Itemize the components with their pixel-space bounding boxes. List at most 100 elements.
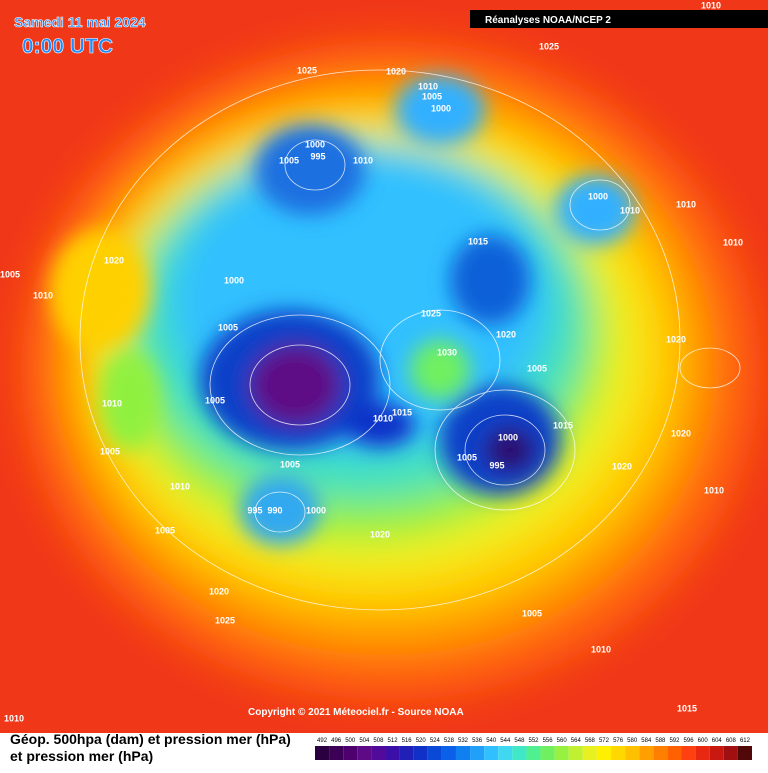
- isobar-label: 1010: [33, 290, 53, 300]
- isobar-label: 1005: [422, 91, 442, 101]
- isobar-label: 1010: [620, 205, 640, 215]
- legend-swatch: [343, 746, 358, 760]
- legend-label: 584: [641, 738, 652, 744]
- legend-swatch: [329, 746, 344, 760]
- legend-swatch: [695, 746, 710, 760]
- isobar-label: 1005: [100, 446, 120, 456]
- isobar-label: 1005: [0, 269, 20, 279]
- isobar-label: 1020: [386, 66, 406, 76]
- legend-swatch: [413, 746, 428, 760]
- legend-swatch: [667, 746, 682, 760]
- isobar-label: 1010: [676, 199, 696, 209]
- isobar-label: 1020: [104, 255, 124, 265]
- legend-label: 564: [571, 738, 582, 744]
- legend-swatch: [526, 746, 541, 760]
- isobar-label: 1005: [155, 525, 175, 535]
- isobar-label: 1010: [102, 398, 122, 408]
- isobar-label: 1005: [205, 395, 225, 405]
- isobar-label: 1015: [677, 703, 697, 713]
- legend-swatch: [399, 746, 414, 760]
- isobar-lines: [79, 69, 741, 611]
- legend-label: 492: [317, 738, 328, 744]
- legend-label: 568: [585, 738, 596, 744]
- time: 0:00 UTC: [22, 35, 113, 58]
- legend-label: 592: [669, 738, 680, 744]
- legend-label: 512: [388, 738, 399, 744]
- legend-swatch: [455, 746, 471, 760]
- legend-label: 540: [486, 738, 497, 744]
- isobar-label: 1010: [4, 713, 24, 723]
- source-box: [470, 10, 768, 28]
- legend-swatch: [484, 746, 499, 760]
- legend-swatch: [540, 746, 555, 760]
- isobar-label: 1010: [373, 413, 393, 423]
- legend-label: 496: [331, 738, 342, 744]
- isobar-label: 1010: [418, 81, 438, 91]
- legend-swatch: [625, 746, 640, 760]
- isobar-label: 1020: [209, 586, 229, 596]
- legend-label: 608: [726, 738, 737, 744]
- legend-label: 508: [373, 738, 384, 744]
- isobar-label: 1020: [671, 428, 691, 438]
- legend-label: 524: [430, 738, 441, 744]
- legend-label: 504: [359, 738, 370, 744]
- isobar-label: 1010: [701, 0, 721, 10]
- isobar-label: 995: [489, 460, 504, 470]
- isobar-label: 1010: [723, 237, 743, 247]
- isobar-label: 1010: [353, 155, 373, 165]
- legend-label: 516: [402, 738, 413, 744]
- legend-label: 596: [684, 738, 695, 744]
- isobar-label: 1025: [539, 41, 559, 51]
- legend-label: 532: [458, 738, 469, 744]
- legend-label: 572: [599, 738, 610, 744]
- legend-label: 520: [416, 738, 427, 744]
- legend-swatch: [596, 746, 612, 760]
- isobar-label: 1025: [297, 65, 317, 75]
- legend-label: 600: [698, 738, 709, 744]
- isobar-label: 1000: [588, 191, 608, 201]
- legend-label: 552: [528, 738, 539, 744]
- legend-swatch: [512, 746, 527, 760]
- source: Réanalyses NOAA/NCEP 2: [485, 15, 611, 26]
- isobar-label: 1030: [437, 347, 457, 357]
- legend-label: 556: [543, 738, 554, 744]
- legend-label: 604: [712, 738, 723, 744]
- isobar-label: 1010: [704, 485, 724, 495]
- legend-label: 588: [655, 738, 666, 744]
- legend-label: 560: [557, 738, 568, 744]
- legend-swatch: [470, 746, 485, 760]
- legend-label: 528: [444, 738, 455, 744]
- color-legend: 492 496 500 504 508 512 516 520 524 528 532 536 540 5…: [315, 738, 752, 760]
- isobar-label: 995: [247, 505, 262, 515]
- isobar-label: 1015: [468, 236, 488, 246]
- legend-label: 576: [613, 738, 624, 744]
- isobar-label: 1010: [591, 644, 611, 654]
- isobar-label: 995: [310, 151, 325, 161]
- legend-swatch: [315, 746, 330, 760]
- legend-label: 612: [740, 738, 751, 744]
- legend-swatch: [639, 746, 654, 760]
- legend-swatch: [737, 746, 752, 760]
- map-title: Géop. 500hpa (dam) et pression mer (hPa): [10, 731, 291, 747]
- isobar-label: 990: [267, 505, 282, 515]
- isobar-label: 1015: [392, 407, 412, 417]
- legend-swatch: [582, 746, 597, 760]
- isobar-label: 1010: [170, 481, 190, 491]
- legend-label: 544: [500, 738, 511, 744]
- legend-swatch: [554, 746, 569, 760]
- legend-label: 500: [345, 738, 356, 744]
- isobar-label: 1025: [421, 308, 441, 318]
- legend-label: 580: [627, 738, 638, 744]
- legend-swatch: [371, 746, 386, 760]
- isobar-label: 1020: [370, 529, 390, 539]
- legend-swatch: [568, 746, 583, 760]
- map-subtitle: et pression mer (hPa): [10, 748, 153, 764]
- isobar-label: 1020: [612, 461, 632, 471]
- legend-swatch: [709, 746, 724, 760]
- isobar-label: 1020: [666, 334, 686, 344]
- legend-swatch: [723, 746, 738, 760]
- isobar-label: 1015: [553, 420, 573, 430]
- isobar-label: 1005: [527, 363, 547, 373]
- isobar-label: 1025: [215, 615, 235, 625]
